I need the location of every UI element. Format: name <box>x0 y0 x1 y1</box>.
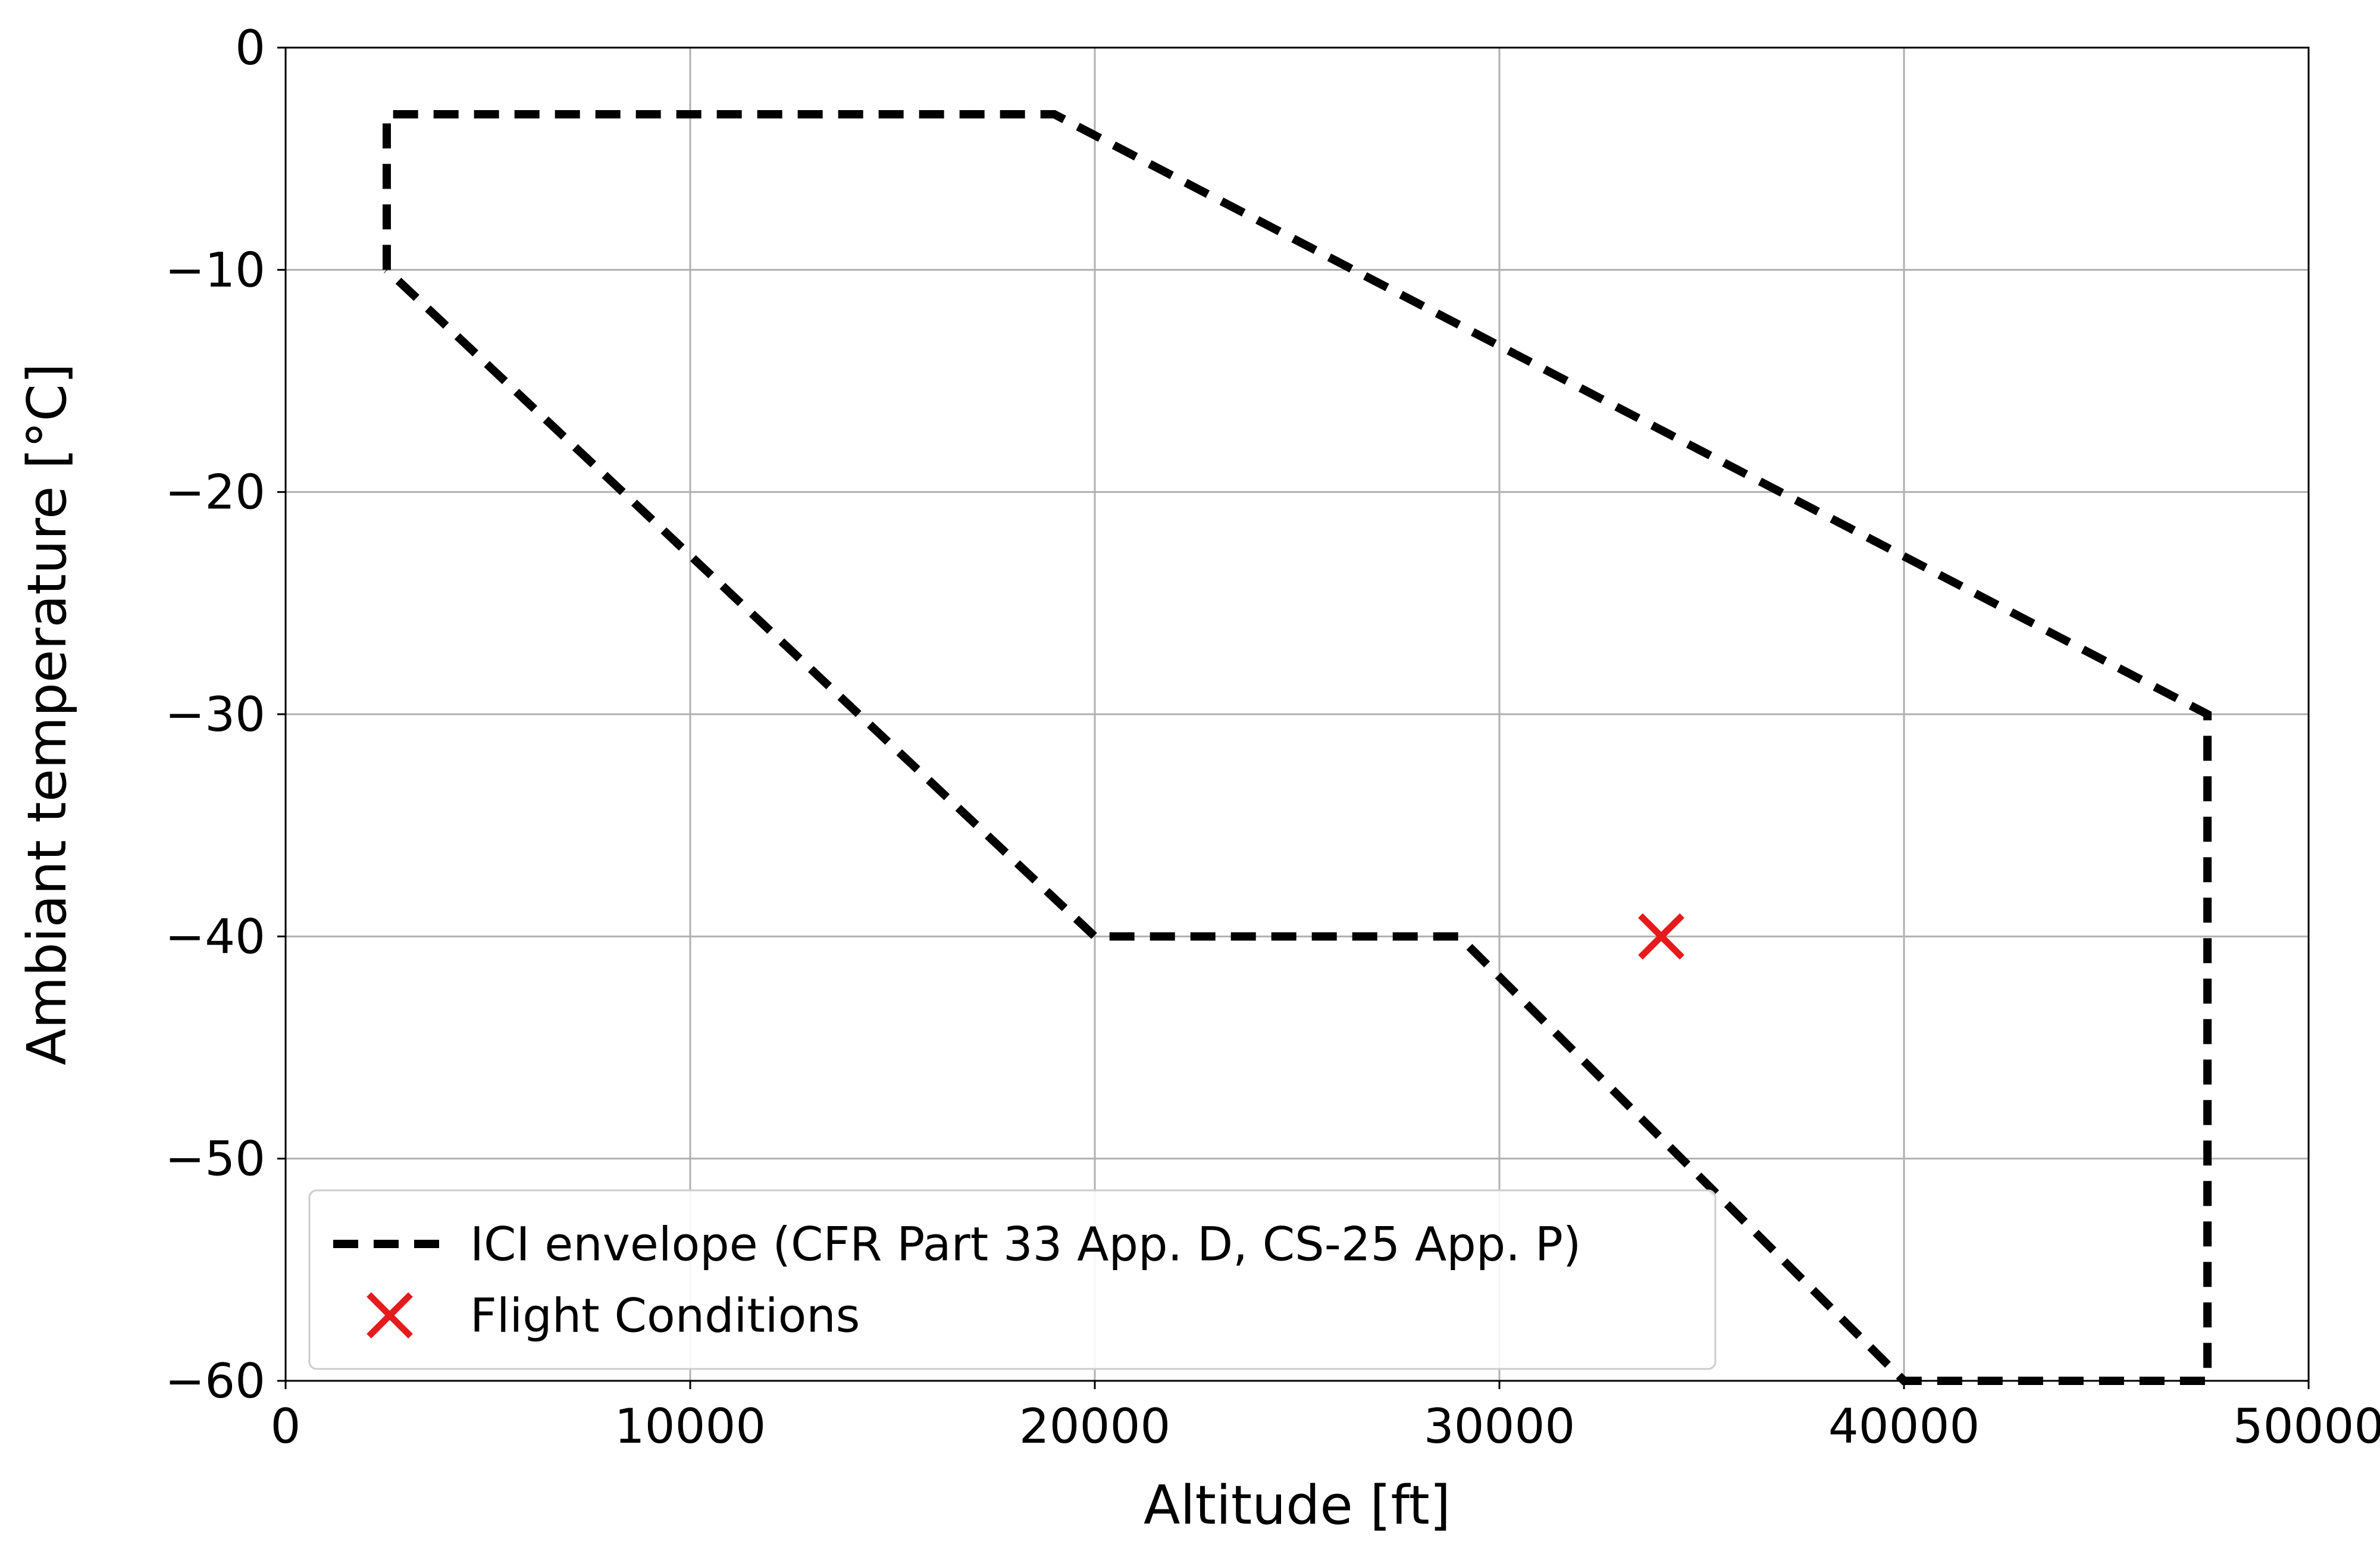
chart-container: 0 10000 20000 30000 40000 50000 −60 −50 −40 −30 −2… <box>0 0 2380 1557</box>
legend-label-envelope: ICI envelope (CFR Part 33 App. D, CS-25 … <box>470 1218 1581 1271</box>
xtick-label: 10000 <box>615 1399 766 1454</box>
xtick-label: 30000 <box>1424 1399 1576 1454</box>
legend: ICI envelope (CFR Part 33 App. D, CS-25 … <box>309 1190 1715 1369</box>
xtick-label: 0 <box>271 1399 301 1454</box>
y-axis-label: Ambiant temperature [°C] <box>16 363 79 1065</box>
xtick-label: 20000 <box>1019 1399 1171 1454</box>
xtick-label: 40000 <box>1828 1399 1980 1454</box>
ytick-label: −40 <box>165 909 265 964</box>
ytick-label: −30 <box>165 687 265 742</box>
ytick-label: 0 <box>235 20 265 76</box>
ytick-label: −10 <box>165 242 265 298</box>
chart-svg: 0 10000 20000 30000 40000 50000 −60 −50 −40 −30 −2… <box>0 0 2380 1557</box>
legend-label-marker: Flight Conditions <box>470 1289 860 1343</box>
ytick-label: −50 <box>165 1131 265 1187</box>
x-axis-label: Altitude [ft] <box>1144 1474 1451 1537</box>
ytick-label: −20 <box>165 465 265 520</box>
ytick-label: −60 <box>165 1353 265 1409</box>
xtick-label: 50000 <box>2233 1399 2380 1454</box>
